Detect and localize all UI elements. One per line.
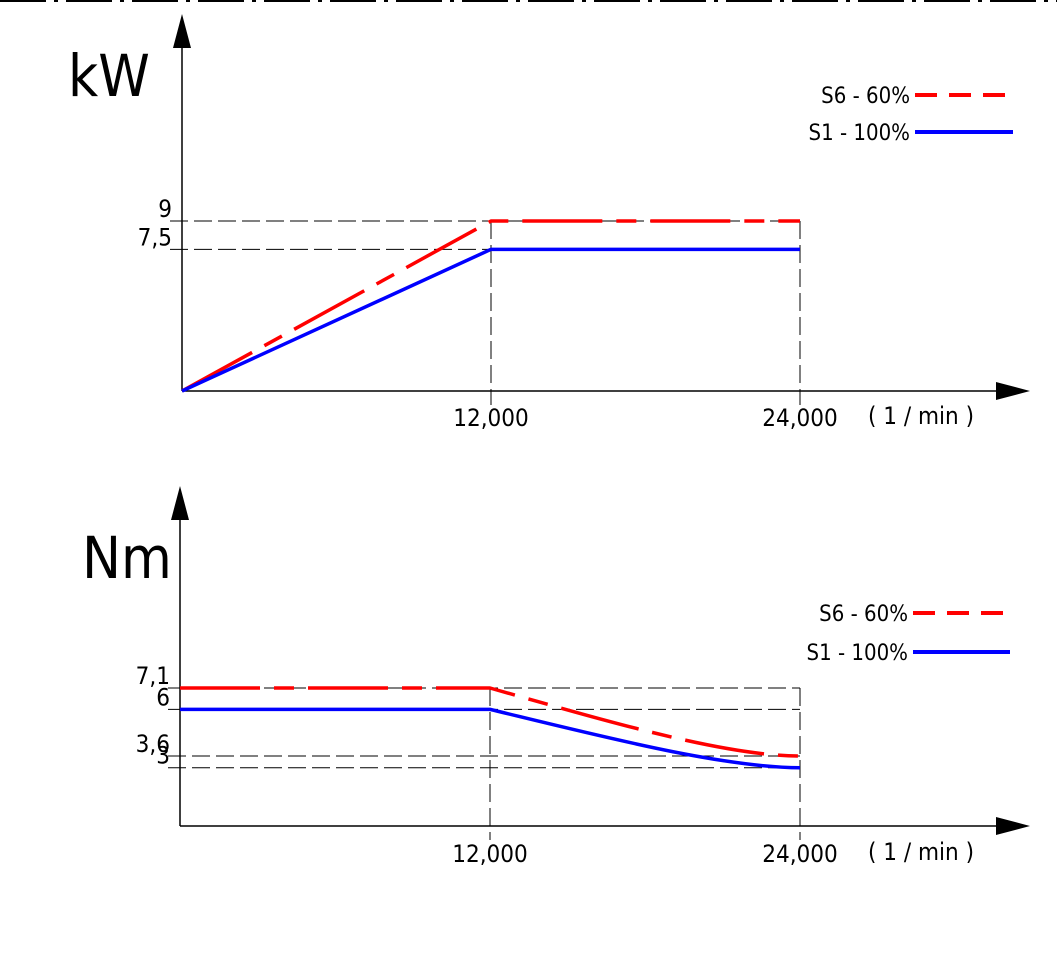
legend-label: S1 - 100% [809,121,910,146]
y-axis-unit-label: Nm [82,524,172,592]
y-tick-label: 3 [156,742,170,770]
legend-label: S6 - 60% [821,84,910,109]
chart-panel-2: Nm 7,16 3,63 12,000 24,000 ( 1 / min ) S6 - 60… [82,486,1030,868]
x-axis-arrow [996,817,1030,835]
y-tick-label: 7,5 [138,223,172,251]
y-axis-unit-label: kW [68,42,150,110]
x-unit-label: ( 1 / min ) [868,402,974,430]
y-axis-arrow [173,14,191,48]
y-tick-label: 9 [158,195,172,223]
series-line-s1 [180,707,801,770]
x-tick-label: 24,000 [762,840,838,868]
x-tick-label: 24,000 [762,404,838,432]
chart-panel-1: kW 97,5 12,000 24,000 ( 1 / min ) S6 - 60% S1 … [68,14,1030,432]
legend-label: S1 - 100% [807,641,908,666]
x-tick-label: 12,000 [453,404,529,432]
series-line-s6 [181,219,800,393]
legend-label: S6 - 60% [819,602,908,627]
x-unit-label: ( 1 / min ) [868,838,974,866]
y-tick-label: 3,6 [136,730,170,758]
x-axis-arrow [996,382,1030,400]
y-tick-label: 7,1 [136,662,170,690]
series-line-s1 [181,247,800,393]
y-tick-label: 6 [156,683,170,711]
y-axis-arrow [171,486,189,520]
x-tick-label: 12,000 [452,840,528,868]
